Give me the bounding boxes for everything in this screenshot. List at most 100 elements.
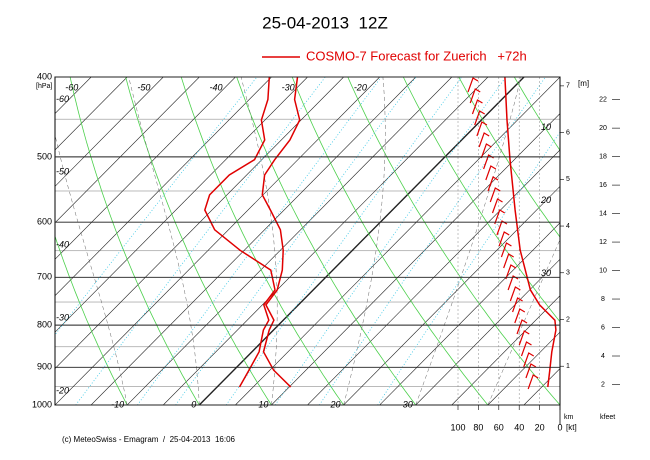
wind-barbs	[467, 77, 539, 390]
mixing-ratio	[137, 77, 382, 405]
height-tick-label: 6	[566, 129, 570, 136]
x-tick-label: 30	[403, 399, 413, 409]
height-unit-feet: kfeet	[600, 414, 615, 421]
isotherm-label: -20	[56, 385, 69, 395]
isotherm	[55, 77, 272, 297]
isotherm-label: -20	[354, 82, 367, 92]
isotherm	[55, 77, 200, 224]
footer: (c) MeteoSwiss - Emagram / 25-04-2013 16…	[62, 435, 236, 444]
wind-tick-label: 100	[450, 422, 465, 432]
feet-tick-label: 18	[599, 153, 607, 160]
isotherm	[163, 77, 489, 405]
isotherm-label: -30	[282, 82, 295, 92]
feet-tick-label: 6	[601, 324, 605, 331]
isotherm-label: -40	[56, 240, 69, 250]
wind-tick-label: 60	[494, 422, 504, 432]
isotherm	[55, 77, 128, 151]
dry-adiabat	[570, 77, 650, 405]
isotherm-label: -30	[56, 312, 69, 322]
feet-tick-label: 22	[599, 96, 607, 103]
x-tick-label: 0	[191, 399, 196, 409]
height-tick-label: 2	[566, 316, 570, 323]
isotherm	[487, 331, 560, 405]
chart-title: 25-04-2013 12Z	[262, 13, 388, 32]
height-tick-label: 1	[566, 363, 570, 370]
height-tick-label: 5	[566, 176, 570, 183]
dry-adiabat	[402, 77, 560, 323]
isotherm-label: -50	[137, 82, 150, 92]
feet-tick-label: 2	[601, 381, 605, 388]
y-axis-label: [hPa]	[36, 83, 52, 90]
dry-adiabat	[291, 77, 489, 405]
dry-adiabat	[55, 235, 128, 405]
dry-adiabat	[125, 77, 272, 405]
isotherm	[343, 185, 560, 405]
isotherm	[307, 149, 560, 405]
x-tick-label: 20	[330, 399, 341, 409]
feet-tick-label: 20	[599, 125, 607, 132]
isotherm	[55, 77, 92, 114]
wind-tick-label: 20	[535, 422, 545, 432]
y-tick-label: 1000	[32, 399, 52, 409]
wind-axis-label: [kt]	[566, 423, 577, 432]
dry-adiabat	[625, 77, 650, 405]
y-tick-label: 500	[37, 151, 52, 161]
grid	[0, 77, 650, 405]
isotherm	[90, 77, 417, 405]
height-tick-label: 4	[566, 223, 570, 230]
y-tick-label: 800	[37, 319, 52, 329]
feet-tick-label: 12	[599, 239, 607, 246]
y-tick-label: 900	[37, 362, 52, 372]
feet-tick-label: 10	[599, 267, 607, 274]
isotherm	[379, 222, 560, 405]
profiles	[203, 77, 557, 390]
legend-label: COSMO-7 Forecast for Zuerich +72h	[306, 48, 527, 63]
dry-adiabat	[55, 404, 56, 405]
isotherm-label: 10	[541, 122, 551, 132]
isotherm	[55, 77, 56, 78]
wind-tick-label: 0	[557, 422, 562, 432]
isotherm	[415, 258, 560, 405]
isotherm	[235, 77, 560, 405]
dry-adiabat	[236, 77, 417, 405]
moist-adiabat	[128, 77, 200, 405]
isotherm	[55, 77, 344, 369]
dry-adiabat	[458, 77, 560, 238]
isotherm	[126, 77, 453, 405]
wind-tick-label: 40	[514, 422, 524, 432]
height-tick-label: 3	[566, 270, 570, 277]
feet-tick-label: 4	[601, 353, 605, 360]
dry-adiabat	[513, 77, 560, 152]
height-unit: km	[564, 414, 574, 421]
y-tick-label: 400	[37, 71, 52, 81]
wind-speed-line	[504, 77, 557, 388]
y-tick-label: 700	[37, 272, 52, 282]
isotherm	[55, 77, 236, 260]
isotherm	[0, 77, 19, 405]
feet-tick-label: 16	[599, 182, 607, 189]
dry-adiabat	[69, 77, 200, 405]
isotherm-label: -60	[65, 82, 78, 92]
isotherm	[198, 77, 525, 405]
mixing-ratio	[55, 77, 258, 336]
isotherm-label: 30	[541, 268, 551, 278]
wind-tick-label: 80	[473, 422, 483, 432]
height-tick-label: 7	[566, 83, 570, 90]
x-tick-label: 10	[258, 399, 268, 409]
profile-line	[261, 77, 301, 388]
y-tick-label: 600	[37, 217, 52, 227]
mixing-ratio	[377, 131, 560, 405]
isotherm	[271, 113, 560, 405]
isotherm-label: -40	[210, 82, 223, 92]
moist-adiabat	[55, 404, 56, 405]
isotherm	[55, 77, 380, 405]
isotherm	[55, 77, 308, 333]
x-tick-label: -10	[111, 399, 124, 409]
isotherm	[451, 295, 560, 405]
plot-frame	[54, 76, 561, 406]
isotherm-label: -50	[56, 167, 69, 177]
height-axis-label: [m]	[578, 79, 589, 88]
mixing-ratio	[75, 77, 326, 405]
isotherm-label: -60	[56, 94, 69, 104]
